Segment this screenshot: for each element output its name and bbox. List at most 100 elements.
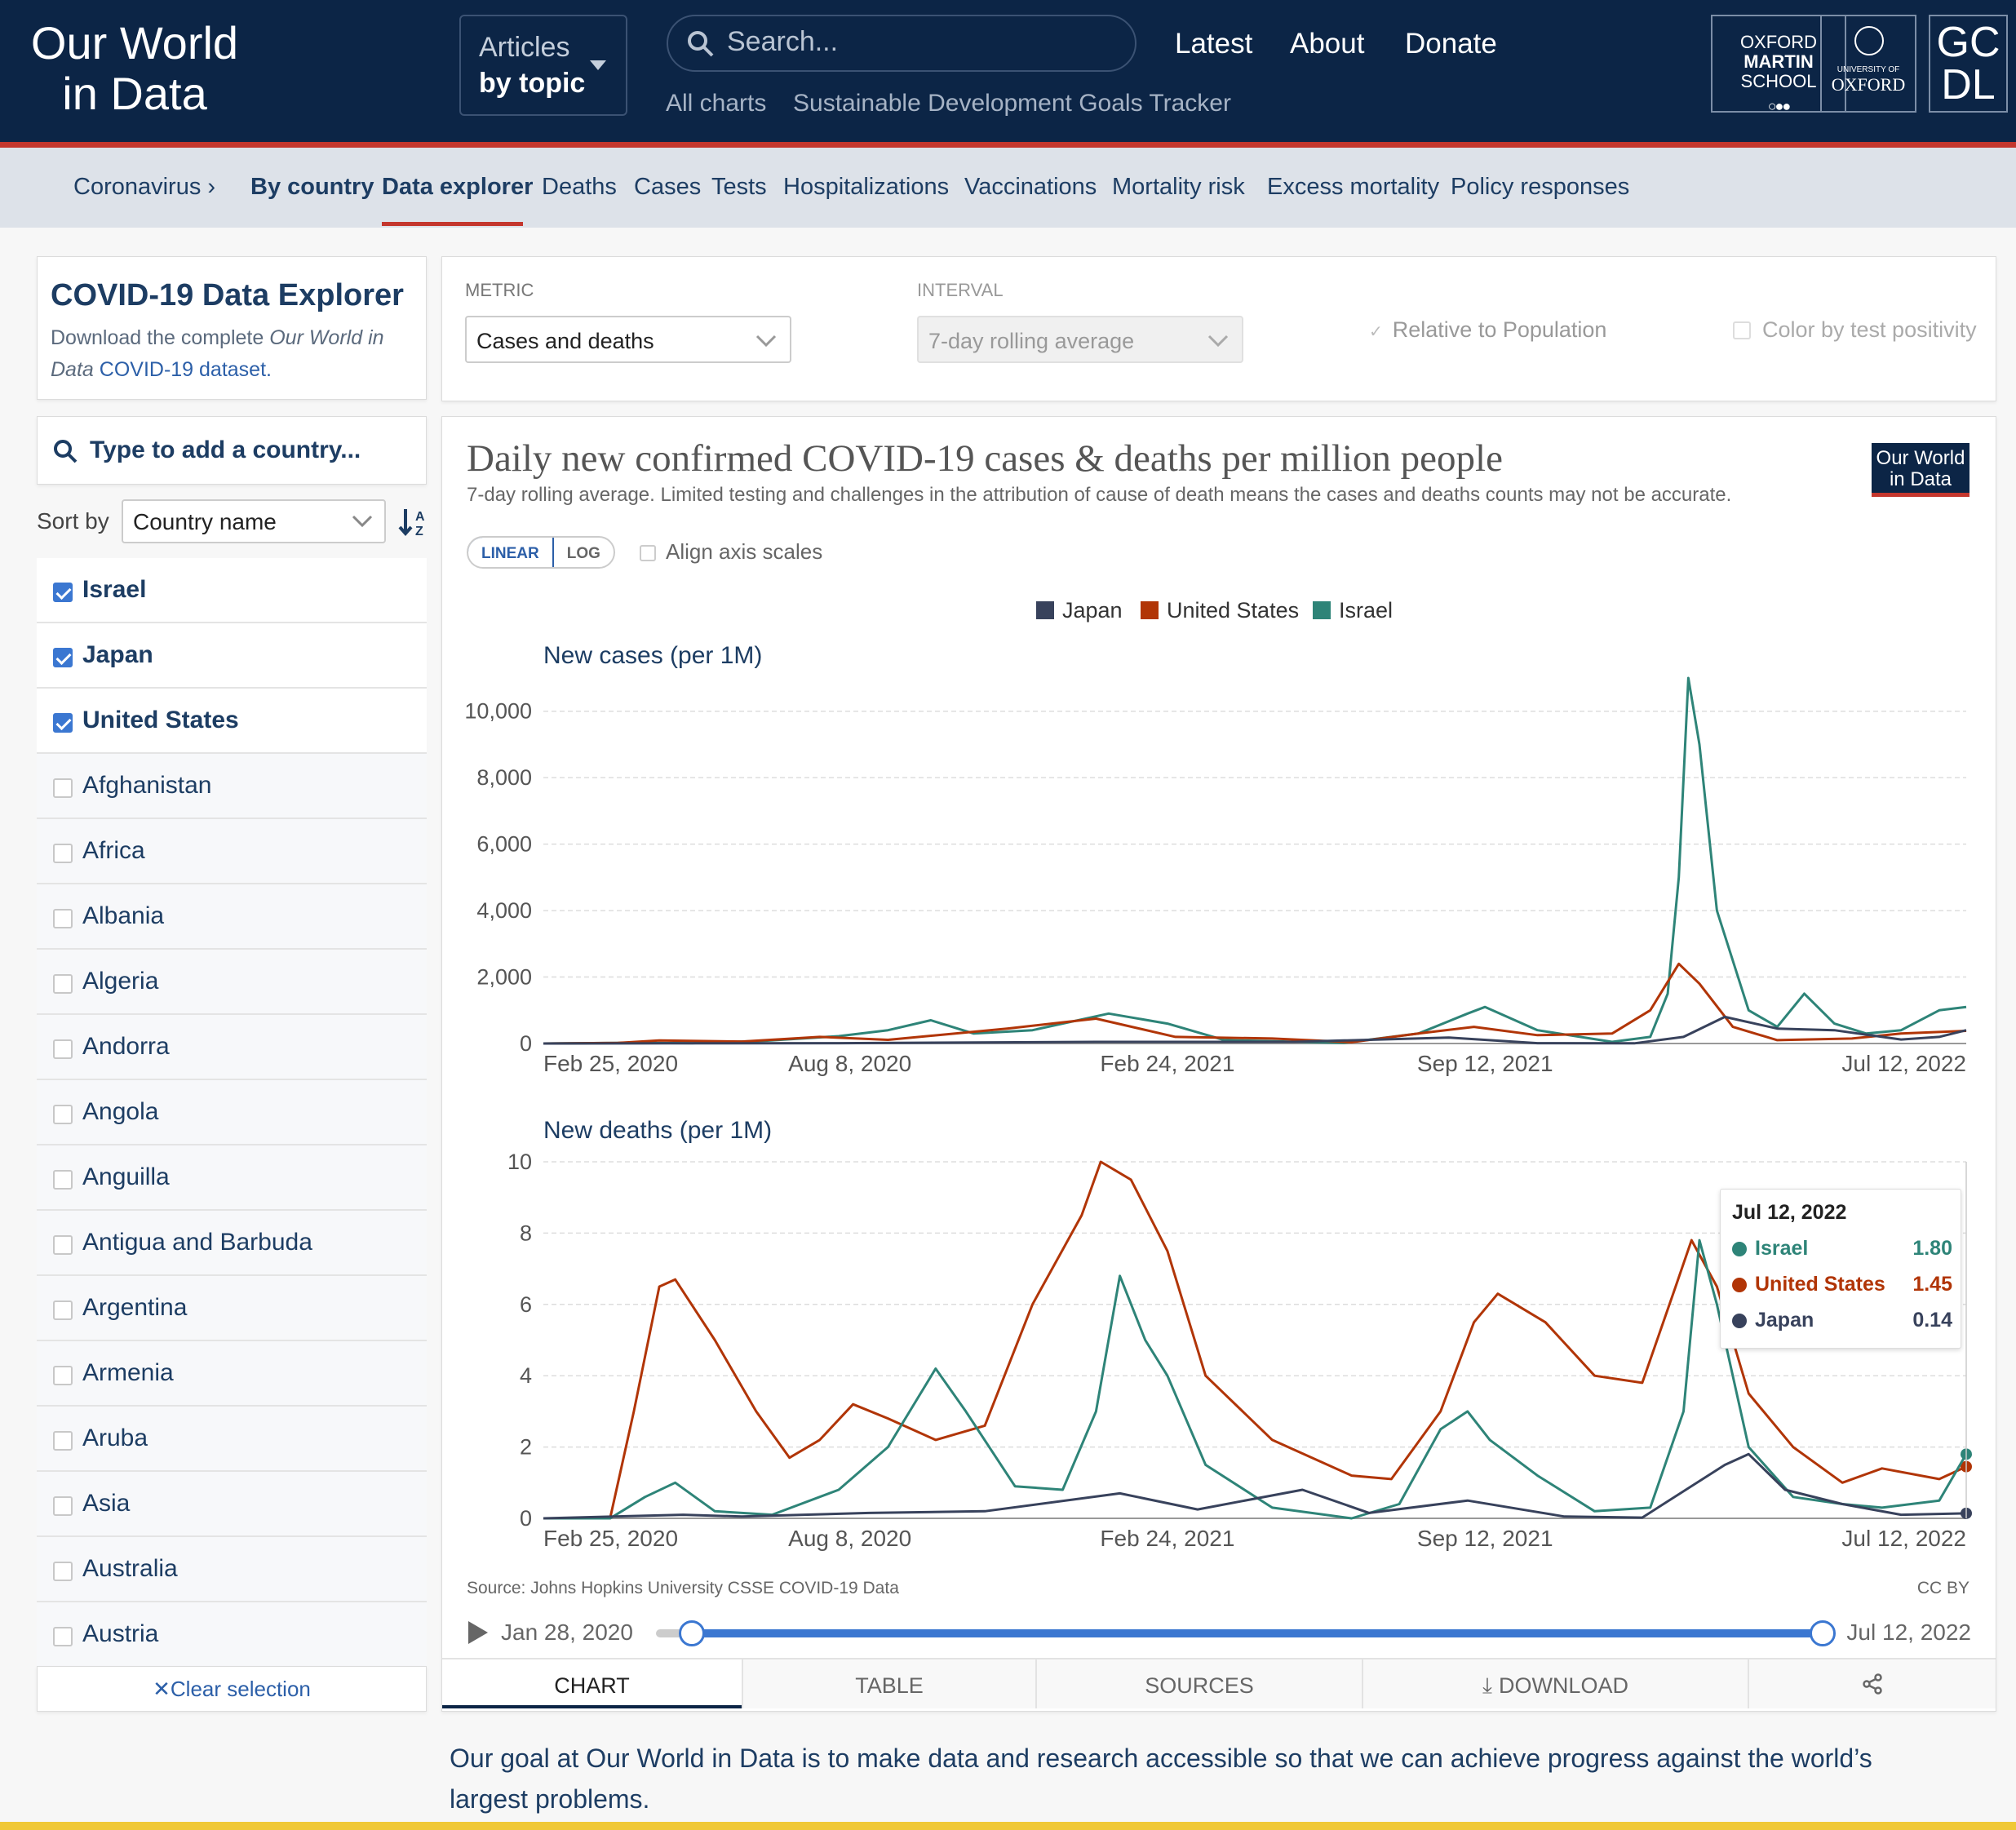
series-line-israel[interactable]	[543, 1238, 1968, 1520]
university-of-oxford-logo[interactable]: UNIVERSITY OF OXFORD	[1820, 15, 1916, 113]
country-item-israel[interactable]: Israel	[37, 558, 427, 623]
country-checkbox[interactable]	[53, 1039, 73, 1059]
country-item-asia[interactable]: Asia	[37, 1472, 427, 1537]
interval-select[interactable]: 7-day rolling average	[917, 316, 1243, 363]
country-checkbox[interactable]	[53, 1235, 73, 1255]
country-item-australia[interactable]: Australia	[37, 1537, 427, 1602]
tooltip-row-japan: Japan 0.14	[1732, 1309, 1952, 1332]
country-item-albania[interactable]: Albania	[37, 884, 427, 950]
share-icon	[1863, 1673, 1882, 1695]
tab-by-country[interactable]: By country	[250, 174, 374, 200]
y-tick-label: 6	[520, 1292, 532, 1317]
checkbox	[1733, 321, 1751, 339]
country-checkbox[interactable]	[53, 648, 73, 667]
series-line-japan[interactable]	[543, 1015, 1967, 1045]
country-item-japan[interactable]: Japan	[37, 623, 427, 689]
series-line-japan[interactable]	[543, 1452, 1967, 1520]
site-search-input[interactable]: Search...	[667, 15, 1136, 72]
country-checkbox[interactable]	[53, 909, 73, 928]
tab-excess-mortality[interactable]: Excess mortality	[1267, 174, 1440, 200]
nav-latest[interactable]: Latest	[1175, 28, 1253, 60]
clear-selection-button[interactable]: ✕Clear selection	[37, 1666, 427, 1712]
country-checkbox[interactable]	[53, 1170, 73, 1190]
country-item-afghanistan[interactable]: Afghanistan	[37, 754, 427, 819]
country-item-africa[interactable]: Africa	[37, 819, 427, 884]
tab-deaths[interactable]: Deaths	[542, 174, 617, 200]
series-dot	[1732, 1242, 1747, 1256]
owid-badge[interactable]: Our World in Data	[1872, 443, 1969, 497]
country-checkbox[interactable]	[53, 974, 73, 994]
align-axis-scales-toggle[interactable]: Align axis scales	[640, 539, 822, 565]
series-line-united-states[interactable]	[543, 1160, 1967, 1520]
series-line-united-states[interactable]	[543, 962, 1967, 1045]
scale-log-button[interactable]: LOG	[566, 545, 600, 562]
partner1-line3: SCHOOL	[1740, 71, 1817, 91]
nav-donate[interactable]: Donate	[1405, 28, 1497, 60]
dataset-download-link[interactable]: COVID-19 dataset.	[99, 358, 272, 381]
oxford-martin-school-logo[interactable]: OXFORD MARTIN SCHOOL ○●●	[1711, 15, 1846, 114]
country-item-anguilla[interactable]: Anguilla	[37, 1145, 427, 1211]
search-icon	[688, 31, 714, 57]
legend-japan[interactable]: Japan	[1062, 598, 1123, 623]
share-button[interactable]	[1748, 1658, 1996, 1708]
country-checkbox[interactable]	[53, 1496, 73, 1516]
timeline-end-handle[interactable]	[1810, 1620, 1836, 1646]
country-checkbox[interactable]	[53, 1366, 73, 1385]
gcdl-logo[interactable]: GC DL	[1929, 15, 2008, 113]
country-item-aruba[interactable]: Aruba	[37, 1407, 427, 1472]
relative-to-population-toggle[interactable]: ✓ Relative to Population	[1369, 317, 1606, 343]
y-tick-label: 4,000	[476, 898, 532, 923]
tab-data-explorer[interactable]: Data explorer	[382, 174, 534, 200]
site-logo[interactable]: Our World in Data	[24, 18, 245, 119]
country-search-input[interactable]: Type to add a country...	[37, 416, 427, 485]
country-item-antigua-and-barbuda[interactable]: Antigua and Barbuda	[37, 1211, 427, 1276]
country-checkbox[interactable]	[53, 1627, 73, 1646]
country-item-angola[interactable]: Angola	[37, 1080, 427, 1145]
articles-by-topic-button[interactable]: Articles by topic	[459, 15, 627, 116]
country-item-united-states[interactable]: United States	[37, 689, 427, 754]
chart-source[interactable]: Source: Johns Hopkins University CSSE CO…	[467, 1579, 899, 1597]
nav-all-charts[interactable]: All charts	[666, 90, 767, 117]
chart-legend: Japan United States Israel	[1036, 598, 1393, 623]
color-by-test-positivity-toggle[interactable]: Color by test positivity	[1733, 317, 1977, 343]
country-item-andorra[interactable]: Andorra	[37, 1015, 427, 1080]
country-item-argentina[interactable]: Argentina	[37, 1276, 427, 1341]
country-checkbox[interactable]	[53, 778, 73, 798]
country-item-algeria[interactable]: Algeria	[37, 950, 427, 1015]
sort-select[interactable]: Country name	[122, 499, 386, 543]
chart-license[interactable]: CC BY	[1916, 1579, 1969, 1597]
tab-sources[interactable]: SOURCES	[1035, 1658, 1362, 1708]
tab-tests[interactable]: Tests	[711, 174, 767, 200]
metric-select[interactable]: Cases and deaths	[465, 316, 791, 363]
country-checkbox[interactable]	[53, 713, 73, 733]
country-checkbox[interactable]	[53, 1431, 73, 1451]
legend-israel[interactable]: Israel	[1339, 598, 1393, 623]
tab-mortality-risk[interactable]: Mortality risk	[1112, 174, 1245, 200]
nav-sdg-tracker[interactable]: Sustainable Development Goals Tracker	[793, 90, 1231, 117]
tab-coronavirus[interactable]: Coronavirus ›	[73, 174, 216, 200]
country-checkbox[interactable]	[53, 844, 73, 863]
tab-vaccinations[interactable]: Vaccinations	[964, 174, 1097, 200]
scale-linear-button[interactable]: LINEAR	[467, 538, 554, 567]
tab-cases[interactable]: Cases	[634, 174, 702, 200]
by-topic-label: by topic	[479, 68, 586, 99]
country-checkbox[interactable]	[53, 1300, 73, 1320]
sort-direction-icon[interactable]: AZ	[397, 506, 430, 538]
tab-download[interactable]: ⤓ DOWNLOAD	[1362, 1658, 1748, 1708]
tab-chart[interactable]: CHART	[442, 1658, 742, 1708]
chart-canvas[interactable]: Japan United States Israel New cases (pe…	[442, 417, 1997, 1559]
play-icon[interactable]	[467, 1620, 490, 1646]
timeline-start-handle[interactable]	[679, 1620, 705, 1646]
country-checkbox[interactable]	[53, 1562, 73, 1581]
tab-hospitalizations[interactable]: Hospitalizations	[783, 174, 950, 200]
tooltip-value: 1.45	[1912, 1273, 1952, 1296]
country-item-austria[interactable]: Austria	[37, 1602, 427, 1668]
legend-united-states[interactable]: United States	[1167, 598, 1299, 623]
country-item-armenia[interactable]: Armenia	[37, 1341, 427, 1407]
nav-about[interactable]: About	[1290, 28, 1365, 60]
series-line-israel[interactable]	[543, 676, 1967, 1045]
tab-policy-responses[interactable]: Policy responses	[1451, 174, 1630, 200]
country-checkbox[interactable]	[53, 1105, 73, 1124]
country-checkbox[interactable]	[53, 583, 73, 602]
tab-table[interactable]: TABLE	[742, 1658, 1035, 1708]
